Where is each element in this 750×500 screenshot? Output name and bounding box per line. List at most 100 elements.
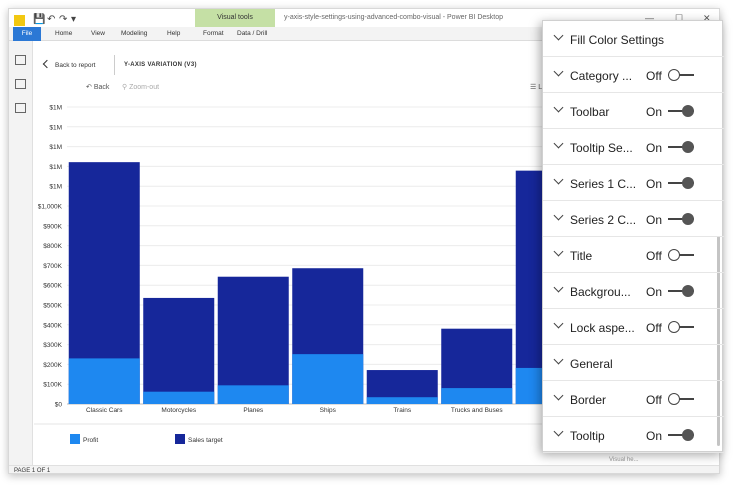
chevron-down-icon[interactable] <box>553 102 564 113</box>
chevron-down-icon[interactable] <box>553 246 564 257</box>
toolbar-back-label: Back <box>93 84 110 91</box>
section-label: Title <box>570 249 593 263</box>
y-tick-label: $400K <box>43 322 62 329</box>
settings-section-row[interactable]: Tooltip Se... On <box>543 129 724 165</box>
y-tick-label: $500K <box>43 303 62 310</box>
chevron-down-icon[interactable] <box>553 282 564 293</box>
tab-format[interactable]: Format <box>203 30 224 37</box>
toggle-track <box>668 74 694 76</box>
settings-section-row[interactable]: Tooltip On <box>543 417 724 453</box>
toggle-track <box>668 218 694 220</box>
settings-section-row[interactable]: Series 1 C... On <box>543 165 724 201</box>
format-settings-panel: Fill Color Settings Category ... Off Toolba… <box>542 20 724 453</box>
back-to-report-link[interactable]: Back to report <box>42 59 95 69</box>
close-icon[interactable]: ✕ <box>703 13 711 23</box>
chevron-down-icon[interactable] <box>553 318 564 329</box>
chevron-down-icon[interactable] <box>553 426 564 437</box>
save-icon[interactable]: 💾 <box>33 14 46 25</box>
toolbar-zoom-out-button[interactable]: ⚲ Zoom-out <box>122 83 159 91</box>
settings-section-row[interactable]: Lock aspe... Off <box>543 309 724 345</box>
section-label: Lock aspe... <box>570 321 635 335</box>
toggle-state-label: On <box>646 429 663 443</box>
toolbar-back-button[interactable]: ↶ Back <box>86 83 109 91</box>
report-view-icon[interactable] <box>15 55 26 65</box>
toggle-state-label: On <box>646 177 663 191</box>
section-toggle[interactable] <box>668 105 696 117</box>
section-toggle[interactable] <box>668 141 696 153</box>
y-tick-label: $1M <box>49 164 62 171</box>
hidden-panel-item: Visual he... <box>609 457 639 463</box>
toggle-state-label: On <box>646 213 663 227</box>
settings-section-row[interactable]: Series 2 C... On <box>543 201 724 237</box>
section-toggle[interactable] <box>668 249 696 261</box>
section-toggle[interactable] <box>668 285 696 297</box>
model-view-icon[interactable] <box>15 103 26 113</box>
chevron-down-icon[interactable] <box>553 390 564 401</box>
toggle-knob <box>682 429 694 441</box>
toggle-track <box>668 146 694 148</box>
customize-dropdown-icon[interactable]: ▾ <box>71 14 77 25</box>
settings-section-row[interactable]: Fill Color Settings <box>543 21 724 57</box>
settings-section-row[interactable]: Backgrou... On <box>543 273 724 309</box>
tab-home[interactable]: Home <box>55 30 73 37</box>
y-tick-label: $1M <box>49 184 62 191</box>
section-toggle[interactable] <box>668 69 696 81</box>
bar-profit <box>217 385 289 404</box>
y-tick-label: $0 <box>55 402 63 409</box>
redo-icon[interactable]: ↷ <box>59 14 68 25</box>
panel-scrollbar[interactable] <box>717 236 720 446</box>
section-toggle[interactable] <box>668 393 696 405</box>
section-toggle[interactable] <box>668 213 696 225</box>
settings-section-row[interactable]: Border Off <box>543 381 724 417</box>
legend-label: Sales target <box>188 437 223 444</box>
settings-section-row[interactable]: Title Off <box>543 237 724 273</box>
data-view-icon[interactable] <box>15 79 26 89</box>
undo-icon[interactable]: ↶ <box>47 14 56 25</box>
ribbon-tabs: File Home View Modeling Help Format Data… <box>9 27 719 41</box>
chevron-down-icon[interactable] <box>553 210 564 221</box>
bar-profit <box>68 358 140 404</box>
window-title: y-axis-style-settings-using-advanced-com… <box>284 14 504 21</box>
section-toggle[interactable] <box>668 177 696 189</box>
minimize-icon[interactable]: — <box>645 13 654 23</box>
file-tab[interactable]: File <box>13 27 41 41</box>
tab-help[interactable]: Help <box>167 30 181 37</box>
bar-profit <box>292 354 364 404</box>
chevron-down-icon[interactable] <box>553 66 564 77</box>
toggle-knob <box>682 285 694 297</box>
toggle-knob <box>668 393 680 405</box>
y-tick-label: $1M <box>49 144 62 151</box>
toggle-state-label: On <box>646 141 663 155</box>
toggle-knob <box>668 321 680 333</box>
tab-view[interactable]: View <box>91 30 105 37</box>
maximize-icon[interactable]: ☐ <box>675 13 684 23</box>
tab-modeling[interactable]: Modeling <box>121 30 148 37</box>
section-toggle[interactable] <box>668 429 696 441</box>
visual-tools-context-label: Visual tools <box>195 9 275 27</box>
y-tick-label: $1M <box>49 105 62 112</box>
y-tick-label: $1,000K <box>38 204 63 211</box>
chevron-down-icon[interactable] <box>553 174 564 185</box>
settings-section-row[interactable]: Toolbar On <box>543 93 724 129</box>
settings-section-row[interactable]: General <box>543 345 724 381</box>
toggle-track <box>668 398 694 400</box>
toggle-track <box>668 290 694 292</box>
y-tick-label: $200K <box>43 362 62 369</box>
x-tick-label: Classic Cars <box>86 407 123 414</box>
toggle-state-label: Off <box>646 249 662 263</box>
section-label: Category ... <box>570 69 633 83</box>
y-tick-label: $600K <box>43 283 62 290</box>
chevron-down-icon[interactable] <box>553 354 564 365</box>
tab-data-drill[interactable]: Data / Drill <box>237 30 268 37</box>
chevron-down-icon[interactable] <box>553 30 564 41</box>
x-tick-label: Trains <box>393 407 412 414</box>
power-bi-logo-icon <box>14 15 25 26</box>
toggle-knob <box>668 69 680 81</box>
settings-section-row[interactable]: Category ... Off <box>543 57 724 93</box>
chevron-down-icon[interactable] <box>553 138 564 149</box>
list-icon: ☰ <box>530 84 539 91</box>
toggle-knob <box>682 105 694 117</box>
legend-swatch <box>175 434 185 444</box>
section-toggle[interactable] <box>668 321 696 333</box>
section-label: Series 2 C... <box>570 213 637 227</box>
